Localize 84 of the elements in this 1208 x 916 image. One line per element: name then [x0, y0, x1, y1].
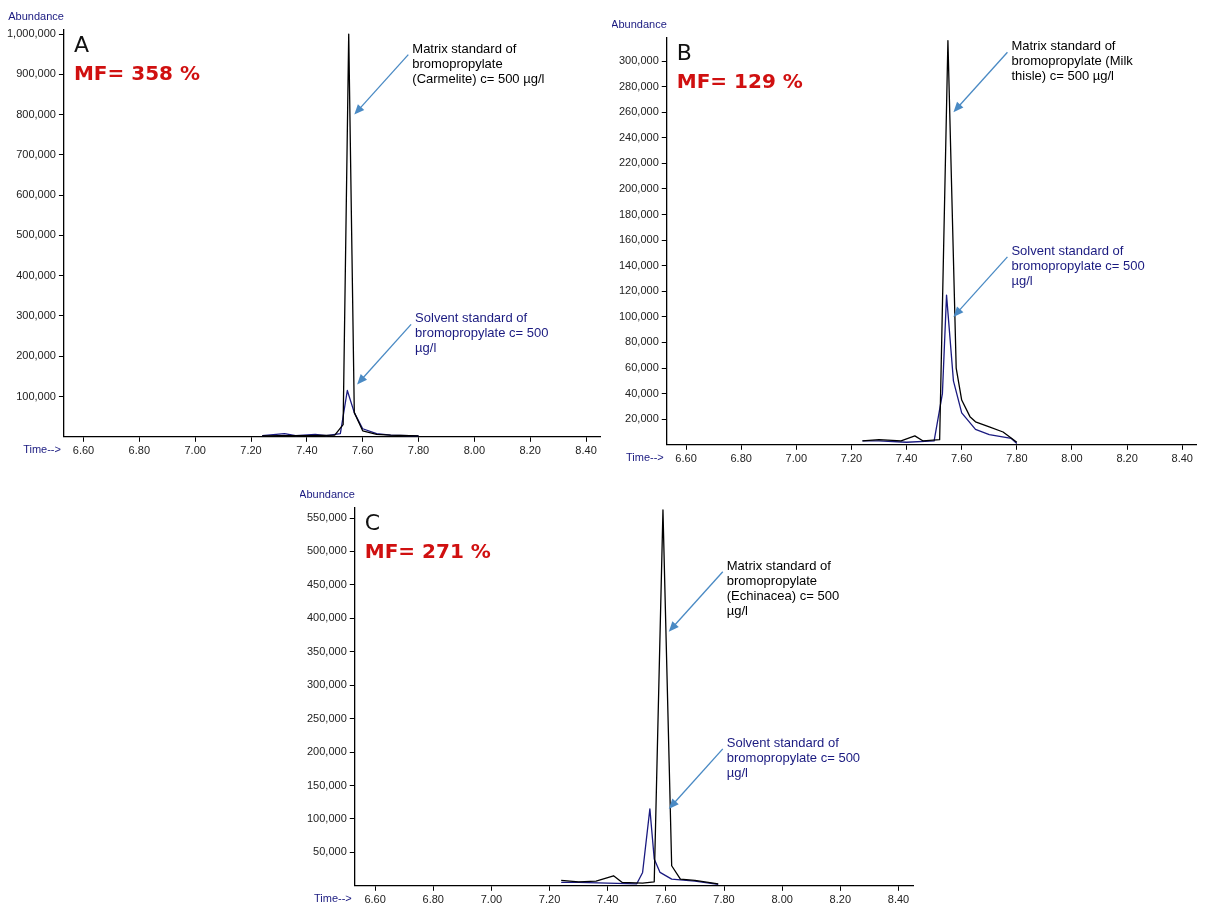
x-tick-label: 8.00	[463, 444, 486, 457]
x-tick-label: 8.20	[519, 444, 541, 457]
y-tick-label: 1,000,000	[7, 27, 56, 40]
x-tick-label: 8.40	[575, 444, 597, 457]
x-tick-label: 6.80	[422, 893, 444, 906]
y-tick-label: 800,000	[16, 107, 56, 120]
x-tick-label: 8.20	[829, 893, 852, 906]
y-tick-label: 100,000	[16, 389, 56, 402]
x-axis-title: Time-->	[625, 451, 664, 464]
x-tick-label: 7.80	[713, 893, 735, 906]
annotation: Matrix standard of bromopropylate (Carmelite) c= 500 µg/l	[412, 40, 545, 86]
y-axis-title: Abundance	[299, 488, 355, 500]
x-tick-label: 7.60	[950, 452, 973, 465]
y-tick-label: 350,000	[307, 644, 347, 657]
y-tick-label: 20,000	[625, 412, 659, 425]
x-tick-label: 7.60	[655, 893, 677, 906]
y-tick-label: 250,000	[307, 711, 347, 724]
x-tick-label: 6.60	[72, 444, 95, 457]
annotation: Matrix standard of bromopropylate (Echinacea) c= 500 µg/l	[726, 557, 840, 618]
x-tick-label: 7.80	[407, 444, 430, 457]
annotation: Solvent standard of bromopropylate c= 500 µg/l	[1011, 242, 1145, 288]
y-tick-label: 450,000	[307, 577, 347, 590]
y-tick-label: 550,000	[307, 511, 347, 524]
y-tick-label: 150,000	[307, 778, 347, 791]
x-tick-label: 7.20	[840, 452, 863, 465]
y-tick-label: 100,000	[619, 309, 659, 322]
x-tick-label: 8.40	[1171, 452, 1193, 465]
y-tick-label: 260,000	[619, 105, 659, 118]
chart-title: C	[364, 510, 381, 535]
y-tick-label: 300,000	[619, 54, 659, 67]
y-tick-label: 500,000	[307, 544, 347, 557]
y-tick-label: 200,000	[307, 745, 347, 758]
y-tick-label: 300,000	[16, 309, 56, 321]
chart-title: B	[676, 40, 692, 65]
y-tick-label: 400,000	[307, 611, 347, 624]
x-tick-label: 6.80	[730, 452, 752, 465]
annotation: Matrix standard of bromopropylate (Milk thisle) c= 500 µg/l	[1011, 38, 1134, 84]
y-tick-label: 400,000	[16, 268, 56, 281]
x-tick-label: 7.20	[538, 893, 561, 906]
text: MF= 271 %	[364, 539, 491, 563]
y-tick-label: 160,000	[619, 233, 659, 246]
y-tick-label: 180,000	[619, 207, 659, 220]
y-axis-title: Abundance	[611, 18, 667, 30]
y-tick-label: 220,000	[619, 156, 659, 169]
y-tick-label: 240,000	[619, 130, 659, 143]
y-tick-label: 500,000	[16, 228, 56, 241]
x-tick-label: 6.60	[364, 893, 386, 906]
y-axis-title: Abundance	[8, 10, 64, 22]
x-tick-label: 6.60	[675, 452, 697, 465]
x-tick-label: 8.00	[1061, 452, 1083, 465]
x-tick-label: 7.60	[351, 444, 374, 457]
y-tick-label: 280,000	[619, 79, 659, 92]
x-tick-label: 7.80	[1006, 452, 1028, 465]
y-tick-label: 100,000	[307, 811, 347, 824]
y-tick-label: 80,000	[625, 335, 659, 348]
y-tick-label: 60,000	[625, 361, 659, 374]
x-tick-label: 7.20	[240, 444, 262, 457]
x-tick-label: 8.40	[887, 893, 910, 906]
y-tick-label: 700,000	[16, 147, 56, 160]
x-axis-title: Time-->	[313, 892, 352, 905]
x-tick-label: 7.40	[895, 452, 918, 465]
annotation: Solvent standard of bromopropylate c= 500 µg/l	[415, 310, 549, 356]
x-tick-label: 8.00	[771, 893, 793, 906]
y-tick-label: 900,000	[16, 67, 56, 80]
x-tick-label: 6.80	[128, 444, 151, 457]
x-tick-label: 7.40	[597, 893, 619, 906]
x-tick-label: 7.00	[785, 452, 808, 465]
x-tick-label: 8.20	[1116, 452, 1138, 465]
x-tick-label: 7.00	[480, 893, 503, 906]
y-tick-label: 200,000	[619, 181, 659, 194]
x-tick-label: 7.00	[184, 444, 206, 457]
y-tick-label: 300,000	[307, 678, 347, 691]
y-tick-label: 120,000	[619, 284, 659, 297]
y-tick-label: 50,000	[313, 845, 347, 858]
x-tick-label: 7.40	[296, 444, 318, 457]
y-tick-label: 140,000	[619, 258, 659, 271]
text: MF= 129 %	[676, 69, 803, 93]
x-axis-title: Time-->	[23, 443, 61, 456]
y-tick-label: 600,000	[16, 188, 56, 201]
chart-title: A	[73, 32, 89, 57]
y-tick-label: 40,000	[625, 386, 659, 399]
text: MF= 358 %	[73, 61, 200, 85]
annotation: Solvent standard of bromopropylate c= 500 µg/l	[726, 734, 861, 780]
y-tick-label: 200,000	[16, 349, 56, 362]
